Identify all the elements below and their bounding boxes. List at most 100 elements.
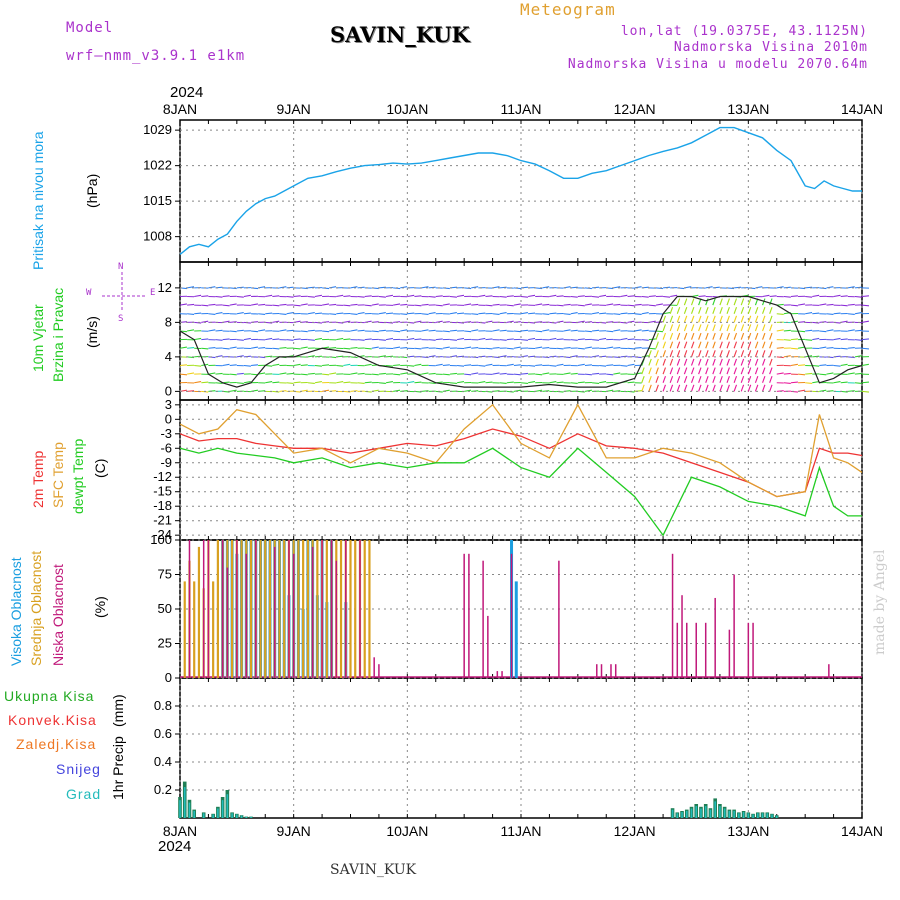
wind-barb (648, 320, 656, 323)
wind-barb (471, 286, 479, 289)
wind-barb (762, 332, 766, 340)
cloud-bar-mid_cloud (240, 540, 243, 678)
wind-barb (606, 364, 614, 367)
wind-barb (719, 341, 723, 349)
wind-barb (428, 295, 436, 298)
wind-barb (690, 306, 695, 314)
wind-barb (513, 364, 521, 367)
wind-barb (719, 324, 723, 332)
model-altitude-text: Nadmorska Visina u modelu 2070.64m (567, 57, 868, 72)
wind-barb (726, 298, 730, 306)
wind-barb (421, 286, 429, 289)
wind-barb (343, 390, 351, 393)
wind-barb (513, 330, 521, 333)
wind-barb (805, 329, 813, 332)
wind-barb (819, 364, 827, 367)
precip-bar-hail (236, 814, 238, 818)
wind-barb (641, 367, 645, 375)
temp-line-dewpt (179, 447, 862, 537)
wind-barb (705, 332, 709, 340)
wind-barb (428, 339, 436, 341)
wind-barb (705, 375, 709, 383)
wind-barb (840, 347, 848, 350)
wind-barb (840, 363, 848, 367)
cloud-bar-mid_cloud (306, 540, 309, 678)
wind-barb (733, 341, 738, 349)
wind-barb (783, 329, 791, 332)
model-label: Model (66, 20, 114, 36)
wind-barb (385, 312, 394, 315)
wind-barb (719, 358, 723, 366)
wind-barb (747, 350, 752, 358)
wind-barb (520, 382, 529, 385)
wind-barb (747, 375, 752, 383)
wind-barb (499, 286, 507, 289)
wind-barb (620, 364, 628, 367)
wind-barb (265, 321, 273, 324)
cloud-bar-mid_cloud (325, 540, 328, 678)
wind-barb (833, 294, 841, 298)
wind-barb (457, 364, 465, 367)
wind-barb (776, 313, 784, 316)
legend-conv: Konvek.Kisa (8, 712, 97, 728)
wind-barb (798, 364, 806, 367)
wind-barb (499, 372, 507, 375)
wind-barb (613, 286, 621, 289)
wind-barb (847, 372, 855, 375)
wind-barb (272, 347, 280, 350)
wind-barb (769, 350, 773, 358)
wind-barb (549, 312, 557, 315)
wind-barb (599, 312, 607, 315)
wind-barb (350, 390, 358, 392)
legend-snow: Snijeg (56, 761, 101, 777)
wind-barb (634, 313, 642, 316)
wind-barb (528, 337, 536, 341)
precip-bar-hail (757, 813, 759, 818)
wind-barb (662, 332, 666, 340)
cloud-bar-mid_cloud (212, 581, 215, 678)
wind-barb (861, 390, 870, 393)
wind-barb (754, 350, 759, 358)
wind-barb (762, 341, 766, 349)
wind-barb (535, 321, 543, 323)
cloud-bar-low_cloud (676, 622, 679, 678)
wind-barb (421, 356, 429, 359)
wind-barb (790, 304, 798, 307)
wind-barb (393, 373, 401, 376)
wind-barb (350, 329, 358, 332)
wind-barb (648, 375, 652, 383)
wind-barb (201, 320, 209, 323)
wind-barb (606, 346, 614, 349)
wind-barb (840, 381, 848, 384)
wind-barb (676, 350, 681, 358)
precip-bar-hail (709, 809, 712, 818)
wind-barb (456, 337, 465, 341)
wind-barb (662, 367, 666, 375)
wind-barb (719, 306, 723, 314)
wind-barb (847, 390, 855, 392)
wind-barb (733, 324, 738, 332)
wind-barb (570, 295, 578, 298)
wind-barb (236, 329, 244, 332)
cloud-bar-low_cloud (496, 671, 499, 678)
y-tick-label-cloud: 25 (158, 636, 172, 651)
wind-barb (762, 367, 766, 375)
wind-barb (747, 332, 752, 340)
wind-barb (854, 339, 862, 341)
wind-barb (726, 287, 735, 290)
cloud-bar-mid_cloud (259, 540, 262, 678)
wind-barb (712, 298, 716, 306)
wind-barb (690, 315, 695, 323)
precip-bar-hail (752, 814, 754, 818)
wind-barb (421, 390, 429, 392)
wind-barb (769, 315, 773, 323)
wind-barb (690, 384, 695, 392)
wind-barb (705, 298, 709, 306)
cloud-bar-low_cloud (487, 615, 489, 678)
wind-barb (378, 382, 386, 385)
wind-barb (754, 306, 759, 314)
wind-barb (698, 324, 702, 332)
wind-barb (471, 303, 479, 306)
wind-barb (457, 312, 465, 315)
